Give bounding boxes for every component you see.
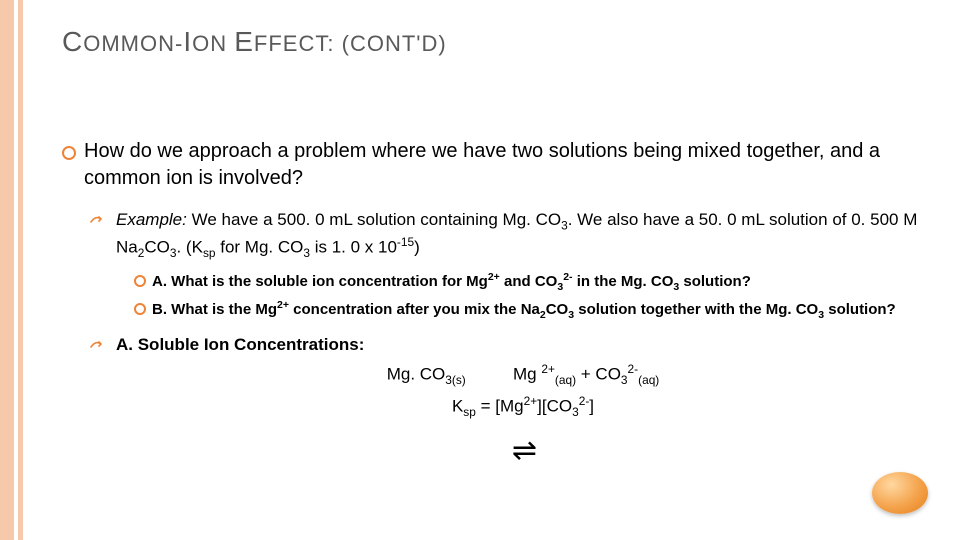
qb-seg: solution?: [824, 301, 896, 318]
decorative-sphere-icon: [872, 472, 928, 514]
qa-label: A.: [152, 273, 167, 290]
eq-sup: 2-: [579, 394, 590, 408]
example-sub: sp: [203, 246, 216, 260]
example-seg: L solution containing Mg. CO: [343, 210, 561, 229]
example-seg: for Mg. CO: [216, 238, 304, 257]
eq-gap: [466, 365, 513, 384]
example-bullet: Example: We have a 500. 0 mL solution co…: [90, 208, 930, 323]
eq-seg: + CO: [576, 365, 621, 384]
example-seg: . (K: [176, 238, 202, 257]
equation-row-1: Mg. CO3(s) Mg 2+(aq) + CO32-(aq): [116, 361, 930, 389]
qb-seg: concentration after you mix the Na: [289, 301, 540, 318]
eq-sup: 2-: [628, 362, 639, 376]
question-a: A. What is the soluble ion concentration…: [134, 270, 930, 295]
bullet-list-lvl1: How do we approach a problem where we ha…: [62, 138, 930, 472]
title-seg: FFECT: [254, 31, 327, 56]
qa-seg: solution?: [679, 273, 751, 290]
qb-seg: solution together with the Mg. CO: [574, 301, 818, 318]
eq-seg: ]: [589, 396, 594, 415]
title-seg: ): [438, 31, 446, 56]
answer-a-bullet: A. Soluble Ion Concentrations: Mg. CO3(s…: [90, 333, 930, 472]
qb-seg: What is the Mg: [167, 301, 277, 318]
example-seg: . We also have a 50. 0 m: [568, 210, 756, 229]
slide: COMMON-ION EFFECT: (CONT'D) How do we ap…: [0, 0, 960, 540]
question-b: B. What is the Mg2+ concentration after …: [134, 298, 930, 323]
example-label: Example:: [116, 210, 187, 229]
example-sub: 3: [561, 218, 568, 232]
title-seg: C: [62, 26, 83, 57]
eq-seg: Mg. CO: [387, 365, 446, 384]
example-seg: is 1. 0 x 10: [310, 238, 397, 257]
title-seg: CONT'D: [350, 31, 438, 56]
qa-seg: and CO: [500, 273, 558, 290]
answer-a-heading: A. Soluble Ion Concentrations:: [116, 335, 364, 354]
qa-seg: in the Mg. CO: [573, 273, 674, 290]
equilibrium-icon: ⇌: [116, 430, 930, 472]
title-seg: E: [234, 26, 254, 57]
eq-seg: Mg: [513, 365, 541, 384]
main-bullet: How do we approach a problem where we ha…: [62, 138, 930, 472]
eq-sub: 3: [621, 373, 628, 387]
main-bullet-text: How do we approach a problem where we ha…: [84, 140, 880, 189]
title-seg: ON: [192, 31, 227, 56]
content-area: How do we approach a problem where we ha…: [62, 138, 930, 472]
eq-seg: = [Mg: [476, 396, 524, 415]
title-seg: I: [183, 26, 192, 57]
eq-sub: (aq): [638, 373, 659, 387]
equation-row-2: Ksp = [Mg2+][CO32-]: [116, 393, 930, 421]
example-seg: We have a 500. 0 m: [187, 210, 344, 229]
page-title: COMMON-ION EFFECT: (CONT'D): [62, 26, 930, 58]
example-sub: 3: [303, 246, 310, 260]
qa-sup: 2+: [488, 271, 500, 283]
eq-sup: 2+: [541, 362, 555, 376]
bullet-list-lvl2: Example: We have a 500. 0 mL solution co…: [90, 208, 930, 472]
eq-sub: (aq): [555, 373, 576, 387]
left-stripe-1: [0, 0, 14, 540]
qb-label: B.: [152, 301, 167, 318]
qa-seg: What is the soluble ion concentration fo…: [167, 273, 488, 290]
eq-seg: ][CO: [537, 396, 572, 415]
example-sup: -15: [397, 235, 414, 249]
example-seg: CO: [144, 238, 170, 257]
left-stripe-2: [18, 0, 23, 540]
title-seg: : (: [327, 31, 350, 56]
eq-sub: 3(s): [445, 373, 465, 387]
eq-sub: sp: [463, 405, 476, 419]
qb-sup: 2+: [277, 299, 289, 311]
eq-seg: K: [452, 396, 463, 415]
eq-sup: 2+: [524, 394, 538, 408]
bullet-list-lvl3: A. What is the soluble ion concentration…: [134, 270, 930, 323]
qb-seg: CO: [546, 301, 569, 318]
title-seg: OMMON: [83, 31, 175, 56]
example-seg: ): [414, 238, 420, 257]
eq-sub: 3: [572, 405, 579, 419]
qa-sup: 2-: [563, 271, 572, 283]
